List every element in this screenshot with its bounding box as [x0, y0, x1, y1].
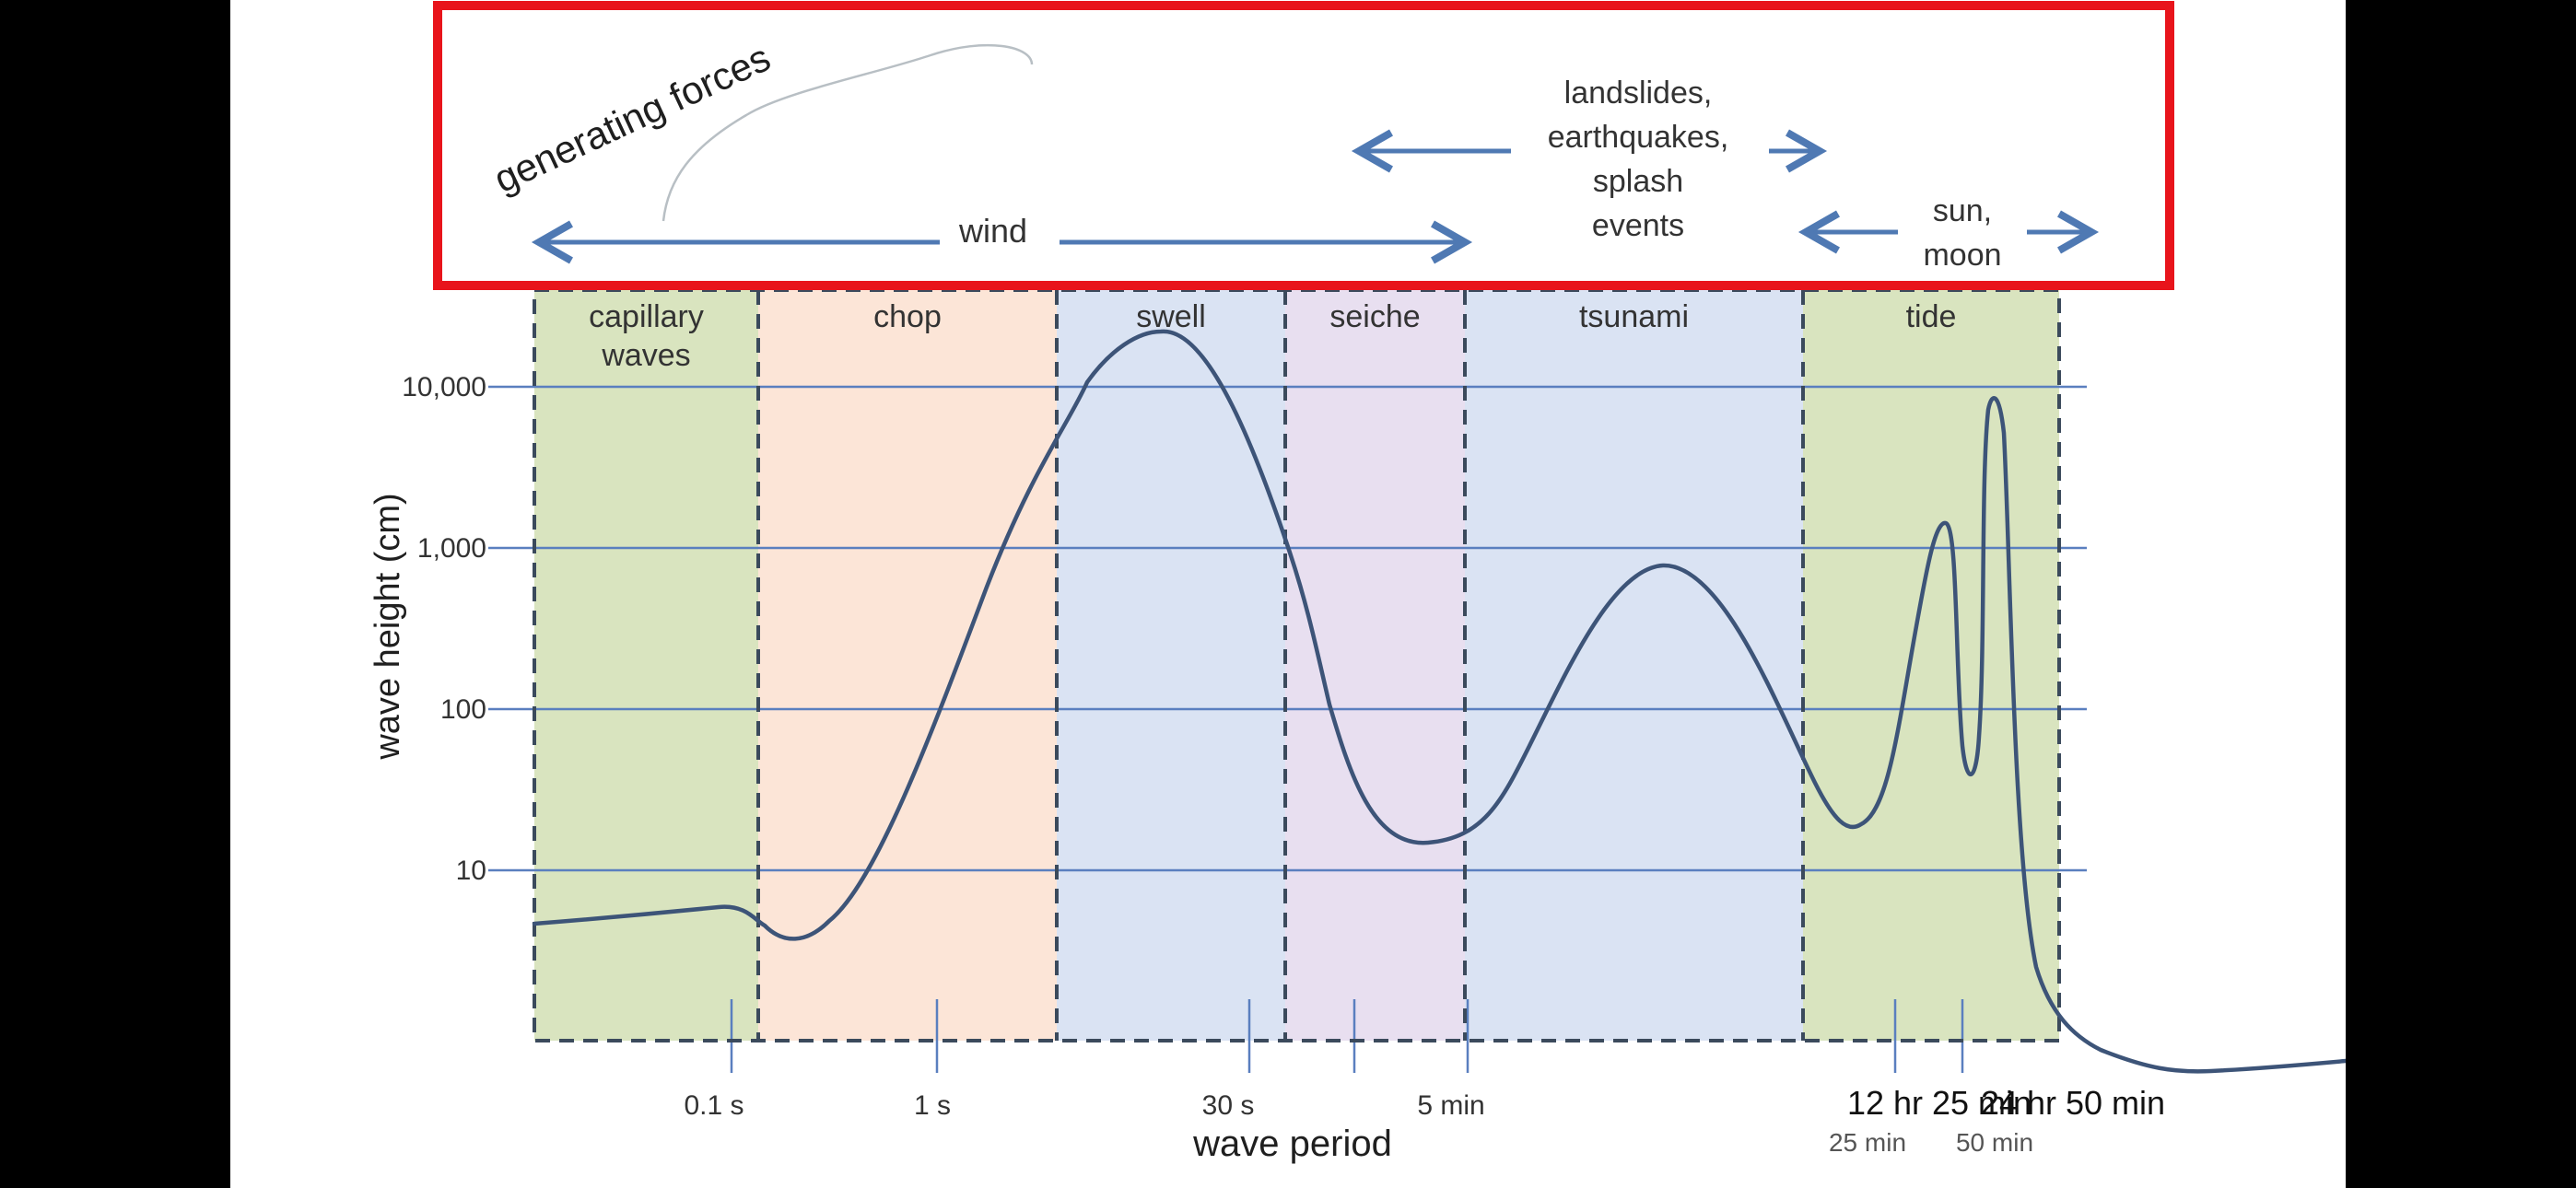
- band-label-tide: tide: [1906, 299, 1957, 334]
- generating-forces-frame: [433, 1, 2174, 290]
- wave-spectrum-diagram: 10 100 1,000 10,000 wave height (cm) 0.1 s 1…: [369, 1, 2346, 1164]
- band-seiche: [1285, 290, 1465, 1041]
- wave-energy-curve: [532, 329, 2346, 1074]
- generating-forces-brace: [662, 43, 1034, 222]
- band-tide: [1803, 290, 2059, 1041]
- band-label-capillary-waves-2: waves: [601, 338, 690, 373]
- band-label-chop: chop: [873, 299, 942, 334]
- y-tick-label-1000: 1,000: [417, 533, 486, 564]
- y-axis-label: wave height (cm): [369, 493, 407, 760]
- band-label-capillary-waves-1: capillary: [589, 299, 704, 334]
- x-tick-sublabel-50-min-2: 50 min: [1956, 1128, 2033, 1157]
- x-tick-label-5-min: 5 min: [1417, 1090, 1484, 1121]
- y-tick-label-10: 10: [456, 856, 486, 886]
- x-tick-label-30-s: 30 s: [1202, 1090, 1255, 1121]
- band-label-swell: swell: [1136, 299, 1206, 334]
- geologic-forces-label: landslides, earthquakes, splash events: [1548, 76, 1729, 243]
- band-tsunami: [1465, 290, 1803, 1041]
- x-axis-label: wave period: [1192, 1124, 1392, 1164]
- x-tick-label-0-1-s: 0.1 s: [684, 1090, 744, 1121]
- slide: 10 100 1,000 10,000 wave height (cm) 0.1 s 1…: [230, 0, 2346, 1188]
- celestial-forces-label: sun, moon: [1923, 193, 2001, 273]
- wind-label: wind: [958, 212, 1027, 250]
- band-capillary-waves: [534, 290, 758, 1041]
- generating-forces-label: generating forces: [487, 35, 777, 201]
- x-tick-label-1-s: 1 s: [914, 1090, 951, 1121]
- y-tick-label-100: 100: [440, 694, 486, 725]
- x-tick-label-24-hr-50-min: 24 hr 50 min: [1981, 1084, 2165, 1122]
- x-tick-sublabel-25-min-1: 25 min: [1829, 1128, 1906, 1157]
- band-label-seiche: seiche: [1329, 299, 1420, 334]
- band-chop: [758, 290, 1057, 1041]
- y-tick-label-10000: 10,000: [402, 372, 486, 402]
- band-swell: [1057, 290, 1285, 1041]
- x-tick-label-12-hr-25-min: 12 hr 25 min: [1847, 1084, 2032, 1122]
- band-label-tsunami: tsunami: [1579, 299, 1689, 334]
- plot-frame: [533, 288, 2061, 1042]
